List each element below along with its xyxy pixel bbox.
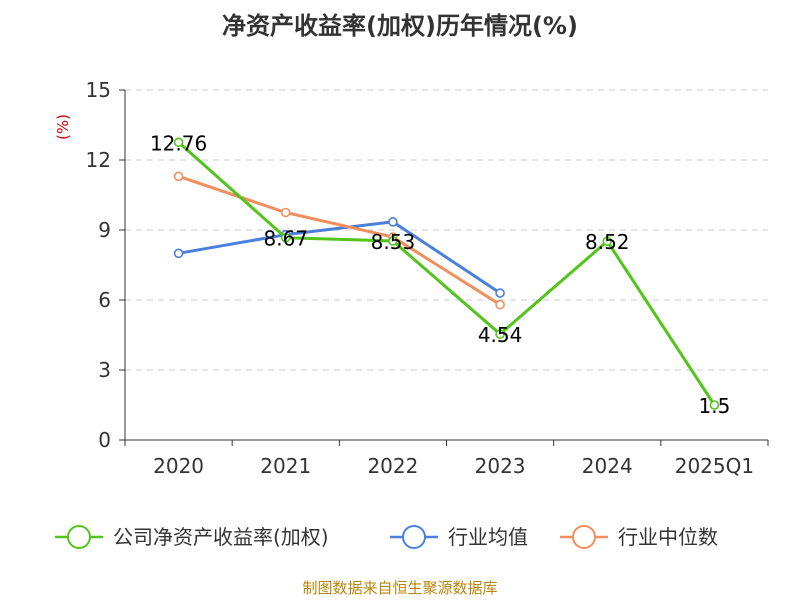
data-point <box>388 236 398 246</box>
data-label: 1.5 <box>699 394 731 418</box>
y-tick-label: 15 <box>86 78 111 102</box>
legend-marker <box>572 525 596 549</box>
legend-marker <box>67 525 91 549</box>
data-point <box>280 207 291 218</box>
data-point <box>495 288 505 298</box>
chart-title: 净资产收益率(加权)历年情况(%) <box>222 12 578 40</box>
data-point <box>388 217 398 227</box>
y-tick-label: 9 <box>98 218 111 242</box>
x-tick-label: 2023 <box>475 454 526 478</box>
data-point <box>173 171 184 182</box>
data-labels: 12.76 8.67 8.53 4.54 8.52 1.5 <box>150 131 730 418</box>
legend-label: 行业中位数 <box>618 525 718 549</box>
y-tick-label: 12 <box>86 148 111 172</box>
axes: 0 3 6 9 12 15 2020 2021 2022 2023 2024 2025Q1 <box>86 78 769 478</box>
source-note: 制图数据来自恒生聚源数据库 <box>302 579 497 597</box>
series-layer <box>173 137 720 410</box>
data-label: 4.54 <box>478 323 523 347</box>
legend-item[interactable]: 公司净资产收益率(加权) <box>55 525 329 549</box>
series-line <box>177 141 716 406</box>
legend-marker <box>402 525 426 549</box>
data-label: 12.76 <box>150 131 207 155</box>
x-tick-label: 2021 <box>260 454 311 478</box>
series-line <box>178 174 501 306</box>
x-tick-label: 2022 <box>367 454 418 478</box>
legend-item[interactable]: 行业中位数 <box>560 525 718 549</box>
x-tick-label: 2020 <box>153 454 204 478</box>
data-point <box>602 236 613 246</box>
legend-label: 行业均值 <box>448 525 528 549</box>
series-line <box>178 220 501 295</box>
legend-item[interactable]: 行业均值 <box>390 525 528 549</box>
y-tick-label: 3 <box>98 358 111 382</box>
x-tick-label: 2025Q1 <box>675 454 754 478</box>
legend-label: 公司净资产收益率(加权) <box>113 525 329 549</box>
legend: 公司净资产收益率(加权) 行业均值 行业中位数 <box>55 525 718 549</box>
data-point <box>173 248 184 259</box>
data-label: 8.52 <box>585 230 630 254</box>
data-label: 8.67 <box>263 227 308 251</box>
data-label: 8.53 <box>371 230 416 254</box>
y-tick-label: 0 <box>98 428 111 452</box>
data-point <box>280 232 291 243</box>
data-point <box>709 400 720 410</box>
x-tick-label: 2024 <box>582 454 633 478</box>
y-tick-label: 6 <box>98 288 111 312</box>
y-axis-label: (%) <box>54 114 72 140</box>
grid-lines <box>125 89 768 371</box>
data-point <box>173 137 184 148</box>
data-point <box>495 329 505 339</box>
data-point <box>495 299 505 310</box>
